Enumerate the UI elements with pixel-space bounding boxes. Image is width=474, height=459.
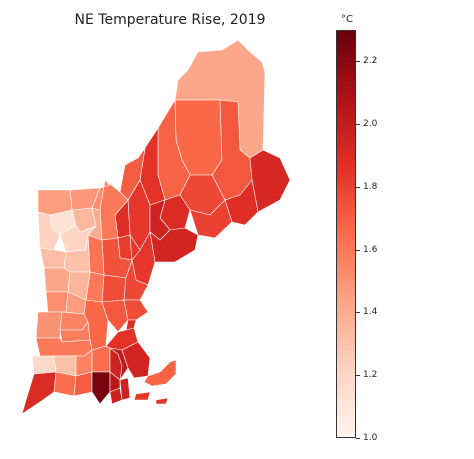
region-windham-ct	[91, 345, 111, 373]
region-essex-ma	[123, 299, 149, 321]
colorbar-tick-label: 1.4	[363, 307, 378, 318]
colorbar-tick-label: 2.0	[363, 119, 378, 130]
colorbar-tick	[356, 375, 360, 377]
colorbar	[336, 30, 356, 438]
colorbar-tick	[356, 61, 360, 63]
region-nantucket	[155, 397, 169, 405]
region-caledonia	[87, 207, 103, 241]
region-cumberland	[149, 227, 199, 263]
region-hillsborough	[101, 274, 127, 303]
colorbar-tick	[356, 186, 360, 188]
region-middlesex-ct	[73, 371, 93, 397]
colorbar-tick	[356, 249, 360, 251]
colorbar-tick-label: 1.2	[363, 370, 378, 381]
region-new-london	[91, 371, 111, 405]
region-addison	[39, 247, 67, 269]
region-fairfield	[21, 371, 57, 415]
region-strafford	[129, 234, 141, 261]
region-bennington	[45, 291, 69, 313]
region-middlesex-ma	[101, 299, 129, 333]
region-rutland	[43, 267, 71, 293]
region-providence	[109, 347, 123, 381]
map-title: NE Temperature Rise, 2019	[74, 12, 266, 28]
region-dukes	[133, 391, 151, 401]
colorbar-tick-label: 1.8	[363, 181, 378, 192]
colorbar-tick-label: 2.2	[363, 56, 378, 67]
colorbar-tick-label: 1.0	[363, 433, 378, 443]
colorbar-tick	[356, 438, 360, 439]
region-newport	[119, 377, 131, 401]
region-litchfield	[31, 355, 57, 375]
region-berkshire	[35, 311, 63, 339]
colorbar-tick	[356, 312, 360, 314]
region-barnstable	[143, 359, 177, 387]
colorbar-tick	[356, 124, 360, 126]
colorbar-tick-label: 1.6	[363, 244, 378, 255]
region-sullivan	[87, 234, 105, 276]
region-new-haven	[53, 371, 77, 397]
colorbar-unit-label: °C	[341, 14, 353, 25]
